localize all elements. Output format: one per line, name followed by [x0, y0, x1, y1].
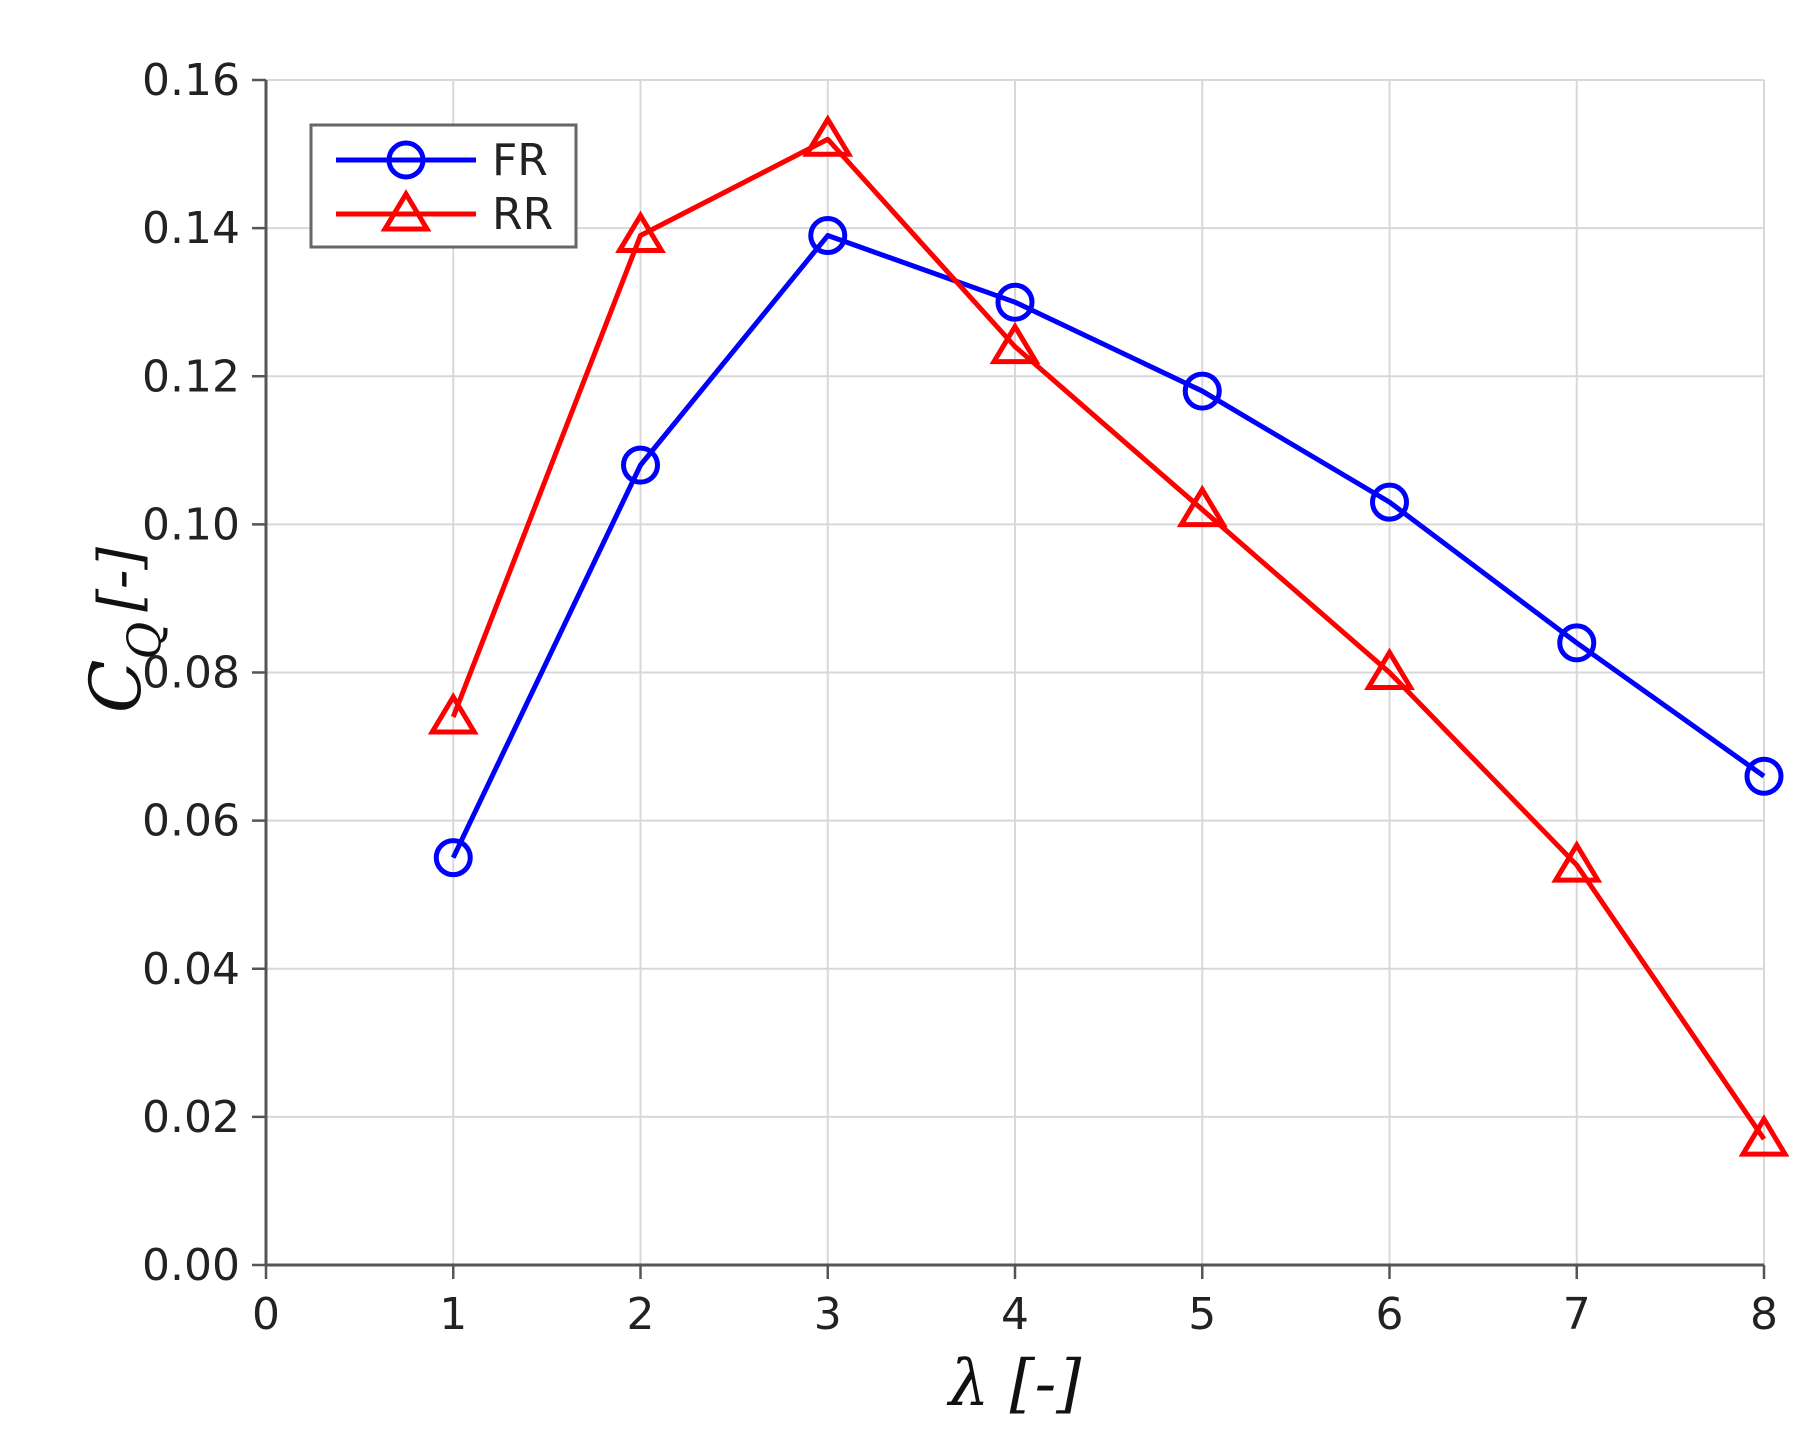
y-tick-label: 0.10: [142, 499, 240, 550]
series-rr-point: [615, 210, 666, 254]
series-rr: [427, 114, 1790, 1157]
x-tick-label: 4: [1001, 1289, 1029, 1340]
y-tick-label: 0.08: [142, 648, 240, 699]
series-fr-point: [1370, 482, 1409, 522]
x-tick-label: 2: [627, 1289, 655, 1340]
x-tick-label: 0: [252, 1289, 280, 1340]
series-rr-point: [1176, 484, 1228, 528]
series-fr-point: [995, 282, 1035, 322]
y-axis-label: CQ [-]: [75, 547, 171, 714]
x-tick-label: 7: [1563, 1289, 1591, 1340]
y-axis-ticks: 0.00 0.02 0.04 0.06 0.08 0.10 0.12 0.14 0.16: [142, 55, 266, 1291]
series-fr-point: [1557, 623, 1597, 663]
legend-fr-label: FR: [492, 135, 548, 186]
series-fr-point: [433, 838, 473, 878]
series-fr-point: [808, 216, 848, 256]
y-tick-label: 0.00: [142, 1240, 240, 1291]
series-fr-point: [1744, 756, 1784, 796]
x-tick-label: 8: [1750, 1289, 1778, 1340]
legend-fr-marker: [386, 140, 426, 180]
plot-series: [427, 114, 1790, 1157]
x-tick-label: 1: [439, 1289, 467, 1340]
y-axis-label-main: C: [75, 660, 157, 714]
y-tick-label: 0.06: [142, 796, 240, 847]
y-tick-label: 0.04: [142, 944, 240, 995]
legend-rr-label: RR: [492, 189, 553, 240]
x-axis-label: λ [-]: [946, 1347, 1083, 1421]
series-rr-point: [1551, 840, 1603, 883]
x-tick-label: 5: [1188, 1289, 1216, 1340]
series-rr-point: [1364, 647, 1415, 690]
y-tick-label: 0.02: [142, 1092, 240, 1143]
series-fr-point: [621, 445, 660, 485]
y-tick-label: 0.16: [142, 55, 240, 106]
svg-text:CQ[-]: CQ [-]: [75, 547, 171, 714]
series-fr: [433, 216, 1784, 878]
series-rr-point: [802, 114, 854, 157]
legend-box: [309, 123, 578, 249]
y-axis-label-unit: [-]: [86, 547, 154, 612]
series-fr-line: [450, 233, 1766, 859]
x-axis-ticks: 0 1 2 3 4 5 6 7 8: [252, 1265, 1778, 1340]
series-rr-point: [989, 321, 1041, 365]
series-rr-point: [427, 692, 479, 735]
x-tick-label: 6: [1376, 1289, 1404, 1340]
series-fr-point: [1182, 371, 1222, 411]
y-tick-label: 0.12: [142, 351, 240, 402]
legend-rr-marker: [380, 189, 432, 232]
y-tick-label: 0.14: [142, 203, 240, 254]
x-tick-label: 3: [814, 1289, 842, 1340]
y-axis-label-sub: Q: [117, 622, 171, 660]
series-rr-line: [450, 136, 1767, 1141]
series-rr-point: [1738, 1114, 1790, 1157]
